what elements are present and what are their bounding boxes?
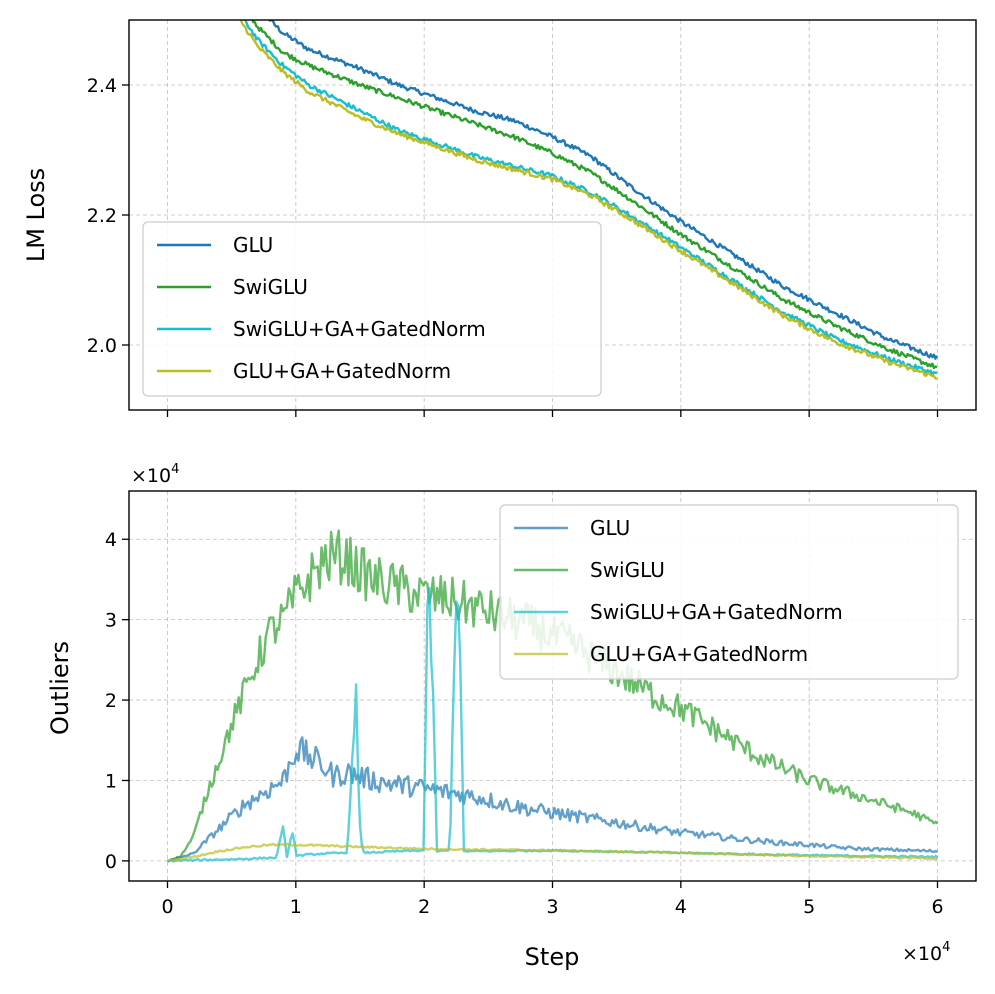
outliers-y-tick-label: 3 bbox=[105, 610, 117, 632]
loss-panel: 2.0 2.2 2.4 LM Loss GLU SwiGLU SwiGLU+GA+Gat… bbox=[22, 19, 977, 417]
outliers-x-tick-label: 3 bbox=[546, 896, 558, 918]
outliers-ticks: 0 1 2 3 4 5 6 0 1 2 3 4 bbox=[105, 529, 944, 918]
outliers-y-axis-label: Outliers bbox=[46, 641, 74, 735]
outliers-x-tick-label: 0 bbox=[161, 896, 173, 918]
outliers-legend: GLU SwiGLU SwiGLU+GA+GatedNorm GLU+GA+Gated… bbox=[499, 504, 959, 680]
outliers-y-tick-label: 4 bbox=[105, 529, 117, 551]
loss-legend: GLU SwiGLU SwiGLU+GA+GatedNorm GLU+GA+Gated… bbox=[142, 221, 602, 397]
loss-legend-label: SwiGLU bbox=[233, 275, 308, 299]
outliers-legend-label: GLU bbox=[590, 516, 630, 540]
loss-y-axis-label: LM Loss bbox=[22, 168, 50, 262]
loss-legend-label: GLU bbox=[233, 233, 273, 257]
y-multiplier-label: ×104 bbox=[131, 462, 179, 487]
outliers-legend-label: SwiGLU+GA+GatedNorm bbox=[590, 600, 843, 624]
step-x-axis-label: Step bbox=[525, 943, 580, 971]
loss-y-tick-label: 2.0 bbox=[87, 335, 117, 357]
loss-series-line-swiglu-ga-gatednorm bbox=[244, 20, 938, 376]
outliers-legend-label: SwiGLU bbox=[590, 558, 665, 582]
loss-series bbox=[239, 20, 939, 380]
loss-ticks: 2.0 2.2 2.4 bbox=[87, 75, 939, 417]
loss-y-tick-label: 2.2 bbox=[87, 205, 117, 227]
outliers-y-tick-label: 1 bbox=[105, 770, 117, 792]
loss-series-line-glu bbox=[267, 20, 939, 360]
outliers-legend-label: GLU+GA+GatedNorm bbox=[590, 642, 808, 666]
outliers-x-tick-label: 6 bbox=[931, 896, 943, 918]
loss-series-line-glu-ga-gatednorm bbox=[239, 20, 938, 380]
outliers-y-tick-label: 2 bbox=[105, 690, 117, 712]
loss-legend-label: GLU+GA+GatedNorm bbox=[233, 359, 451, 383]
loss-legend-box bbox=[142, 221, 602, 397]
outliers-x-tick-label: 1 bbox=[290, 896, 302, 918]
outliers-series bbox=[166, 529, 939, 863]
outliers-panel: 0 1 2 3 4 5 6 0 1 2 3 4 Outliers Step ×104 ×104 GLU… bbox=[46, 462, 977, 971]
outliers-series-line-glu bbox=[166, 736, 938, 863]
outliers-x-tick-label: 5 bbox=[803, 896, 815, 918]
loss-y-tick-label: 2.4 bbox=[87, 75, 117, 97]
outliers-x-tick-label: 4 bbox=[675, 896, 687, 918]
outliers-y-tick-label: 0 bbox=[105, 851, 117, 873]
loss-series-line-swiglu bbox=[251, 20, 938, 370]
x-multiplier-label: ×104 bbox=[902, 940, 950, 965]
outliers-legend-box bbox=[499, 504, 959, 680]
outliers-series-line-glu-ga-gatednorm bbox=[167, 842, 938, 862]
loss-legend-label: SwiGLU+GA+GatedNorm bbox=[233, 317, 486, 341]
outliers-x-tick-label: 2 bbox=[418, 896, 430, 918]
